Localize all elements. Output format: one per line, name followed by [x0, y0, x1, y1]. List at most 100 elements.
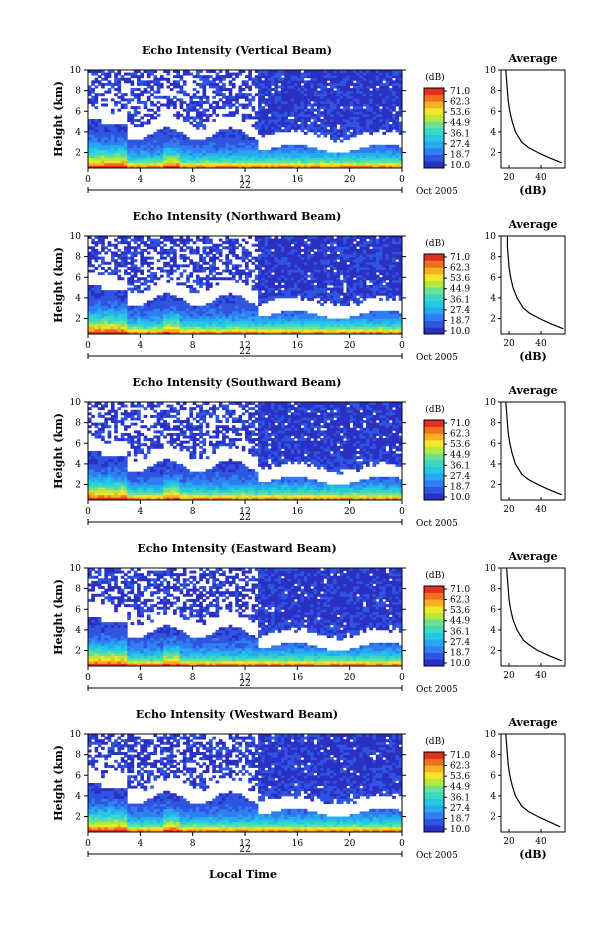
heatmap-cell — [137, 318, 141, 322]
heatmap-cell — [212, 264, 216, 268]
heatmap-cell — [222, 142, 226, 146]
heatmap-cell — [192, 279, 197, 283]
heatmap-cell — [310, 77, 315, 81]
heatmap-cell — [130, 152, 135, 156]
heatmap-cell — [330, 246, 334, 250]
heatmap-cell — [310, 318, 315, 322]
heatmap-cell — [245, 144, 249, 148]
heatmap-cell — [182, 264, 187, 268]
heatmap-cell — [182, 243, 187, 247]
heatmap-cell — [245, 279, 249, 283]
heatmap-cell — [316, 236, 321, 239]
heatmap-cell — [189, 95, 194, 99]
heatmap-cell — [209, 321, 213, 325]
heatmap-cell — [231, 308, 236, 312]
heatmap-cell — [359, 295, 364, 299]
heatmap-cell — [362, 77, 367, 81]
heatmap-cell — [150, 139, 154, 143]
heatmap-cell — [274, 266, 279, 270]
heatmap-cell — [297, 315, 301, 319]
heatmap-cell — [290, 285, 295, 288]
heatmap-cell — [366, 119, 370, 122]
heatmap-cell — [215, 100, 220, 104]
heatmap-cell — [320, 266, 324, 270]
heatmap-cell — [330, 300, 334, 304]
heatmap-cell — [140, 142, 144, 146]
heatmap-cell — [186, 310, 190, 314]
heatmap-cell — [231, 160, 236, 164]
heatmap-cell — [343, 277, 347, 281]
heatmap-cell — [307, 287, 311, 291]
heatmap-cell — [267, 126, 272, 130]
heatmap-cell — [143, 103, 148, 107]
heatmap-cell — [372, 162, 377, 166]
heatmap-cell — [228, 131, 233, 135]
heatmap-cell — [300, 126, 305, 130]
heatmap-cell — [267, 70, 272, 73]
heatmap-cell — [274, 119, 279, 122]
heatmap-cell — [280, 85, 285, 89]
heatmap-cell — [356, 274, 360, 278]
heatmap-cell — [297, 259, 301, 263]
heatmap-cell — [212, 313, 216, 317]
heatmap-cell — [182, 238, 187, 242]
heatmap-cell — [123, 321, 128, 325]
heatmap-cell — [101, 93, 105, 97]
heatmap-cell — [212, 256, 216, 260]
heatmap-cell — [284, 93, 288, 97]
heatmap-cell — [192, 328, 197, 332]
heatmap-cell — [218, 152, 223, 156]
heatmap-cell — [218, 77, 223, 81]
heatmap-cell — [107, 326, 112, 330]
heatmap-cell — [215, 313, 220, 317]
heatmap-cell — [110, 290, 115, 294]
heatmap-cell — [245, 328, 249, 332]
heatmap-cell — [284, 157, 288, 161]
heatmap-cell — [349, 119, 354, 122]
heatmap-cell — [166, 98, 171, 102]
heatmap-cell — [251, 269, 256, 273]
heatmap-cell — [186, 264, 190, 268]
heatmap-cell — [297, 328, 301, 332]
heatmap-cell — [166, 157, 171, 161]
heatmap-cell — [110, 134, 115, 138]
heatmap-cell — [104, 290, 109, 294]
heatmap-cell — [323, 85, 328, 89]
heatmap-cell — [277, 126, 282, 130]
heatmap-cell — [379, 152, 383, 156]
heatmap-cell — [199, 279, 203, 283]
heatmap-cell — [369, 162, 373, 166]
heatmap-cell — [189, 98, 194, 102]
heatmap-cell — [110, 111, 115, 115]
heatmap-cell — [274, 162, 279, 166]
heatmap-cell — [366, 113, 370, 117]
heatmap-cell — [274, 90, 279, 94]
heatmap-cell — [169, 310, 174, 314]
heatmap-cell — [323, 157, 328, 161]
heatmap-cell — [218, 251, 223, 255]
heatmap-cell — [209, 331, 213, 335]
heatmap-cell — [258, 315, 262, 319]
heatmap-cell — [284, 292, 288, 296]
heatmap-cell — [294, 264, 298, 268]
heatmap-cell — [228, 137, 233, 141]
heatmap-cell — [261, 261, 266, 265]
heatmap-cell — [192, 139, 197, 143]
heatmap-cell — [287, 292, 292, 296]
heatmap-cell — [284, 295, 288, 299]
heatmap-cell — [303, 279, 308, 283]
heatmap-cell — [153, 77, 158, 81]
heatmap-cell — [143, 248, 148, 252]
heatmap-cell — [120, 315, 125, 319]
heatmap-cell — [117, 70, 122, 73]
heatmap-cell — [137, 155, 141, 159]
heatmap-cell — [303, 162, 308, 166]
heatmap-cell — [127, 147, 131, 151]
heatmap-cell — [179, 254, 184, 258]
heatmap-cell — [287, 248, 292, 252]
heatmap-cell — [117, 72, 122, 76]
heatmap-cell — [320, 152, 324, 156]
heatmap-cell — [385, 149, 390, 153]
heatmap-cell — [271, 323, 275, 327]
heatmap-cell — [254, 165, 259, 169]
